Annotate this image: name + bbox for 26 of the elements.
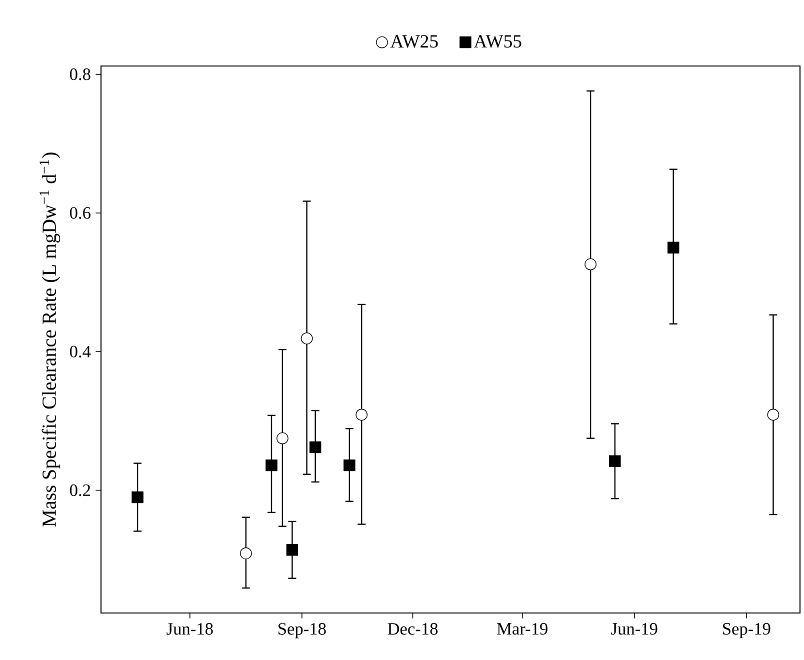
point [584, 258, 596, 270]
point [132, 491, 144, 504]
x-tick-label: Sep-19 [723, 623, 770, 638]
point [344, 459, 356, 472]
y-tick-label: 0.4 [70, 346, 91, 358]
legend-label: AW25 [390, 35, 438, 48]
point [667, 242, 680, 254]
x-tick-label: Mar-19 [497, 623, 548, 635]
point [356, 408, 368, 421]
point [276, 432, 288, 444]
point [300, 332, 313, 344]
point [767, 408, 780, 421]
y-axis-title: Mass Specific Clearance Rate (L mgDw$^{−1}$ d$^{−1}$) [40, 152, 60, 527]
x-tick-label: Jun-18 [166, 623, 213, 635]
point [609, 455, 621, 468]
point [286, 544, 298, 556]
x-tick-label: Jun-19 [611, 623, 658, 635]
y-tick-label: 0.2 [70, 484, 90, 496]
point [309, 441, 322, 454]
point [266, 459, 278, 472]
x-tick-label: Sep-18 [278, 623, 326, 638]
x-tick-label: Dec-18 [388, 623, 438, 635]
legend-label: AW55 [474, 35, 522, 48]
y-tick-label: 0.6 [70, 207, 90, 219]
point [240, 547, 252, 560]
y-tick-label: 0.8 [70, 68, 90, 80]
